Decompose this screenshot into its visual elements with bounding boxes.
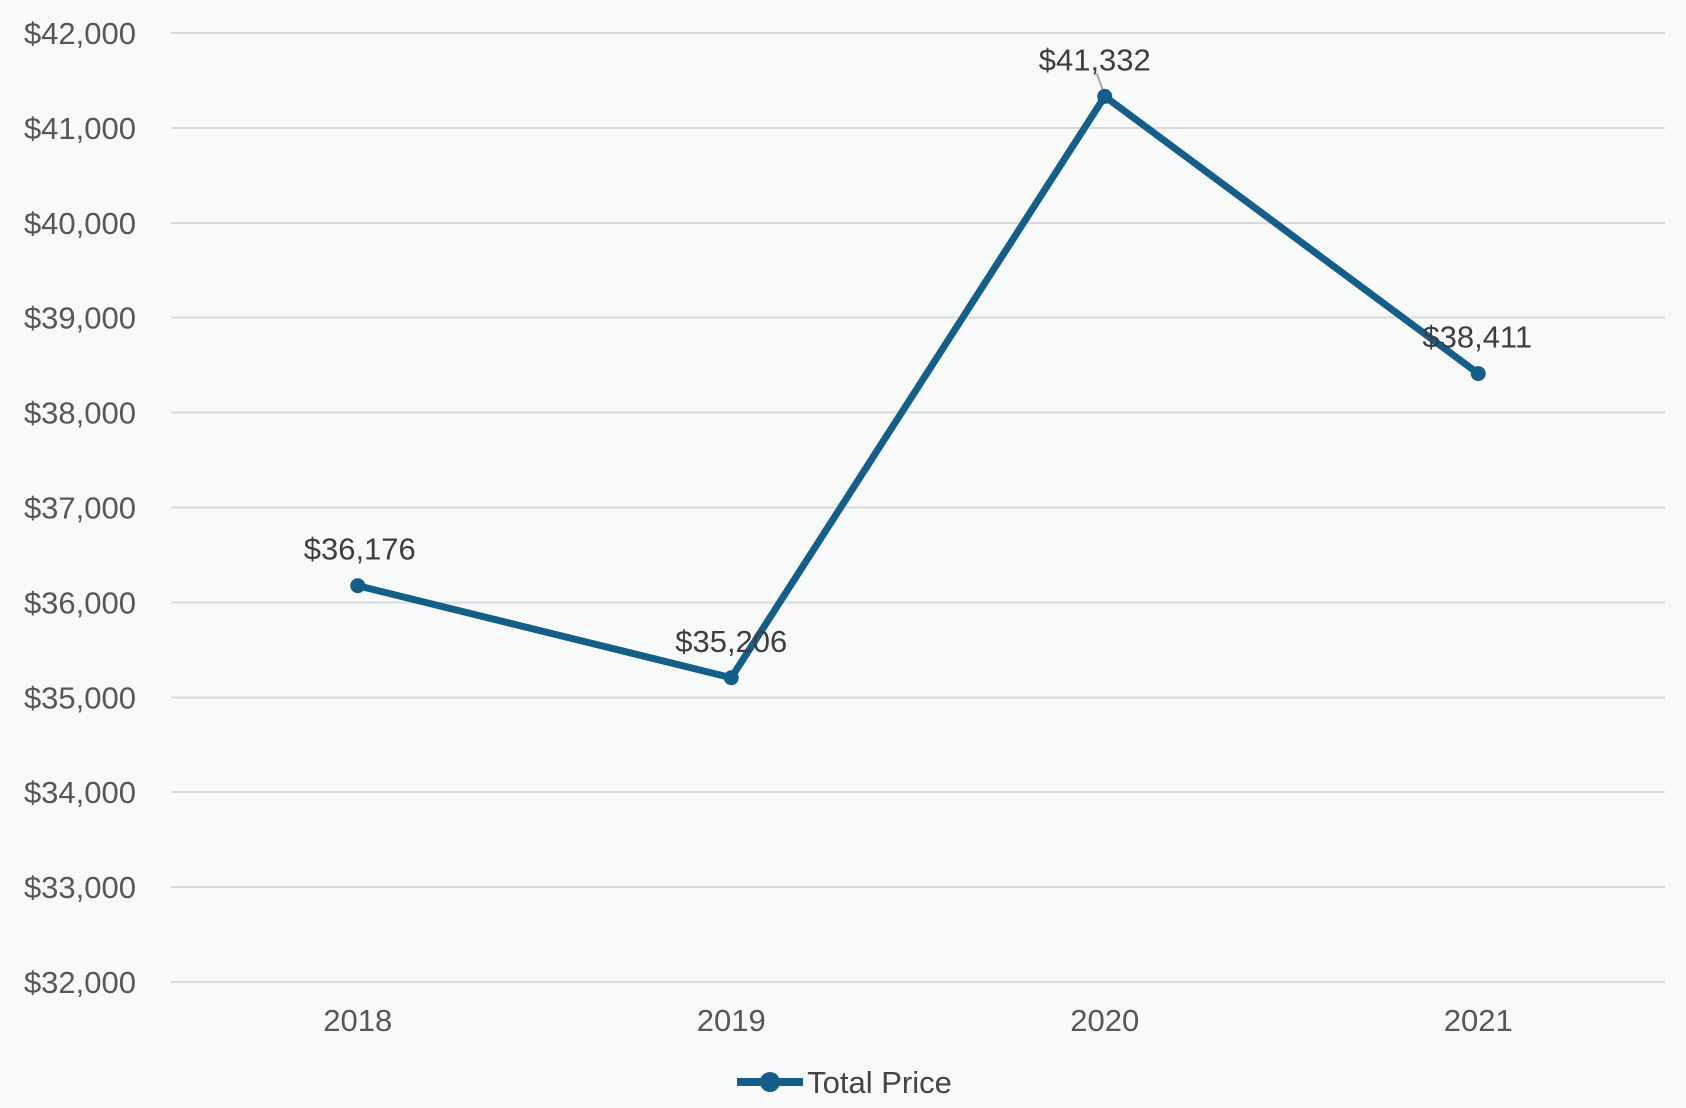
data-label-leader-line	[1095, 73, 1105, 92]
y-axis-tick-label: $40,000	[24, 206, 136, 241]
y-axis-tick-label: $34,000	[24, 775, 136, 810]
data-point-2020[interactable]	[1097, 88, 1113, 104]
x-axis-tick-label: 2021	[1444, 1003, 1513, 1038]
data-label-2021: $38,411	[1422, 320, 1532, 355]
chart-legend: Total Price	[0, 1060, 1686, 1104]
x-axis-tick-label: 2020	[1070, 1003, 1139, 1038]
data-point-2019[interactable]	[723, 670, 739, 686]
y-axis-tick-label: $33,000	[24, 870, 136, 905]
data-label-2019: $35,206	[675, 624, 787, 659]
legend-label: Total Price	[807, 1064, 952, 1100]
y-axis-tick-label: $32,000	[24, 965, 136, 1000]
data-point-2021[interactable]	[1470, 366, 1486, 382]
x-axis-tick-label: 2019	[697, 1003, 766, 1038]
x-axis-tick-label: 2018	[323, 1003, 392, 1038]
y-axis-tick-label: $39,000	[24, 301, 136, 336]
y-axis-tick-label: $37,000	[24, 491, 136, 526]
y-axis-tick-label: $42,000	[24, 16, 136, 51]
data-point-2018[interactable]	[350, 578, 366, 594]
y-axis-tick-label: $35,000	[24, 680, 136, 715]
data-label-2020: $41,332	[1039, 42, 1151, 77]
y-axis-tick-label: $38,000	[24, 396, 136, 431]
data-label-2018: $36,176	[304, 532, 416, 567]
y-axis-tick-label: $41,000	[24, 111, 136, 146]
y-axis-tick-label: $36,000	[24, 585, 136, 620]
legend-line-marker-icon	[737, 1072, 804, 1092]
series-line-total-price	[354, 92, 1482, 682]
legend-item-total-price[interactable]: Total Price	[734, 1067, 952, 1098]
